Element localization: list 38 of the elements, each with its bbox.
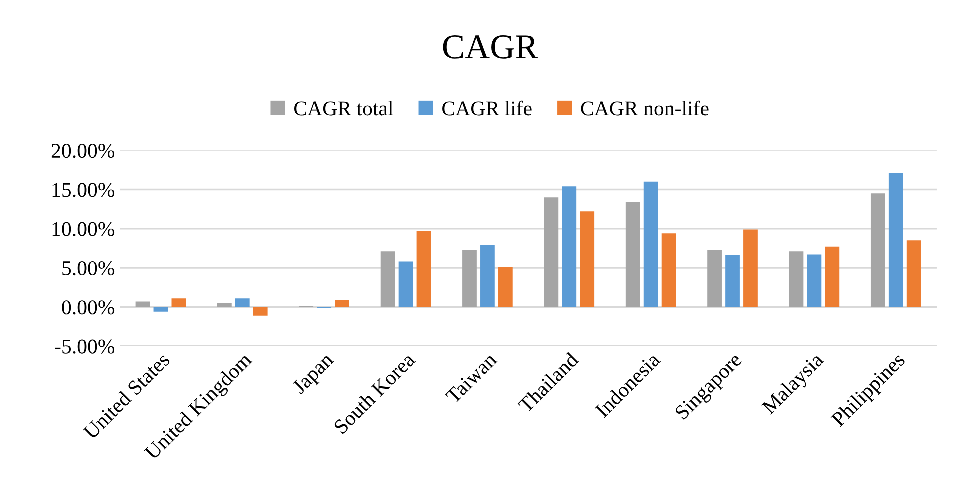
legend-label: CAGR life <box>442 100 532 116</box>
y-tick-label: 0.00% <box>62 300 115 315</box>
bar <box>807 254 822 308</box>
legend-label: CAGR non-life <box>581 100 709 116</box>
bar <box>480 245 495 308</box>
bar <box>416 231 432 308</box>
bar <box>380 252 396 308</box>
bar <box>172 298 186 308</box>
bar <box>825 246 840 308</box>
bar <box>398 262 414 308</box>
bar <box>136 302 150 308</box>
y-tick-label: 5.00% <box>62 261 115 276</box>
bar <box>708 250 722 308</box>
bar <box>888 173 904 308</box>
bar <box>906 240 922 308</box>
bar <box>462 250 477 308</box>
bar <box>335 300 350 308</box>
bar <box>562 186 577 308</box>
bar <box>235 298 250 308</box>
bar <box>626 202 640 308</box>
y-tick-label: 10.00% <box>52 222 115 236</box>
bar <box>726 256 740 308</box>
chart-title: CAGR <box>443 36 538 59</box>
bar <box>154 307 168 312</box>
bar <box>544 198 559 308</box>
y-tick-label: 20.00% <box>52 144 115 158</box>
bar <box>217 303 232 308</box>
bar <box>744 230 758 308</box>
y-tick-label: 15.00% <box>52 183 115 198</box>
bar <box>662 234 676 308</box>
bar <box>498 267 513 308</box>
bar <box>789 252 804 308</box>
bar <box>870 194 886 308</box>
legend-label: CAGR total <box>294 101 394 116</box>
bar <box>580 212 595 308</box>
bar <box>644 182 658 308</box>
bar <box>253 307 268 316</box>
y-tick-label: -5.00% <box>55 340 115 354</box>
